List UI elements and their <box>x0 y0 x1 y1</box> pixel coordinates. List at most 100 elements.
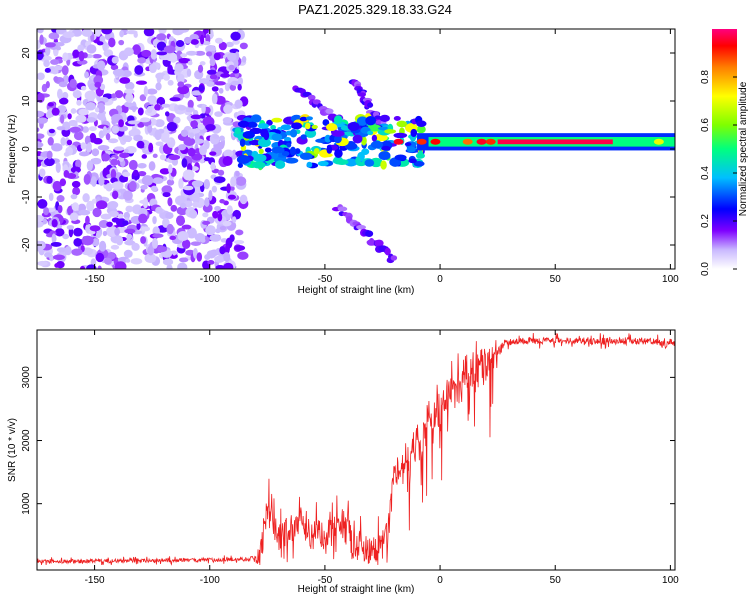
spectrogram-noise-cell <box>237 251 249 260</box>
spectrogram-transition-cell <box>344 158 358 167</box>
spectrogram-branch-cell <box>312 99 321 105</box>
colorbar-tick-label: 0.8 <box>700 70 711 84</box>
spectrogram-noise-cell <box>75 114 87 123</box>
spectrogram-noise-cell <box>202 220 211 225</box>
spectrogram-noise-cell <box>199 145 207 156</box>
spectrogram-noise-cell <box>156 51 168 56</box>
snr-x-label: Height of straight line (km) <box>298 584 415 595</box>
spectrogram-noise-cell <box>71 248 83 256</box>
spectrogram-transition-cell <box>364 159 375 167</box>
spectrogram-transition-cell <box>289 146 297 156</box>
spectrogram-noise-cell <box>125 258 131 263</box>
spectrogram-hotspot <box>416 138 427 145</box>
spectrogram-noise-cell <box>203 157 212 162</box>
spectrogram-noise-cell <box>111 125 120 134</box>
spectrogram-noise-cell <box>80 142 87 150</box>
spectrogram-noise-cell <box>118 39 125 46</box>
spectrogram-noise-cell <box>95 200 108 210</box>
spectrogram-noise-cell <box>166 121 178 132</box>
spectrogram-noise-cell <box>96 41 104 46</box>
spectrogram-noise-cell <box>239 42 248 50</box>
spectrogram-noise-cell <box>44 42 56 48</box>
spectrogram-noise-cell <box>182 185 194 191</box>
x-tick-label: -100 <box>200 575 220 586</box>
spectrogram-transition-cell <box>285 142 292 148</box>
spectrogram-transition-cell <box>365 115 377 126</box>
spectrogram-noise-cell <box>143 85 148 97</box>
spectrogram-noise-cell <box>125 205 134 213</box>
spectrogram-noise-cell <box>112 190 119 200</box>
spectrogram-noise-cell <box>67 205 74 216</box>
spectrogram-transition-cell <box>374 133 388 142</box>
spectrogram-noise-cell <box>194 50 206 56</box>
spectrogram-noise-cell <box>148 161 156 171</box>
spectrogram-noise-cell <box>114 90 124 99</box>
spectrogram-noise-cell <box>130 258 143 265</box>
spectrogram-noise-cell <box>206 81 215 87</box>
spectrogram-noise-cell <box>108 210 119 217</box>
x-tick-label: -50 <box>318 575 333 586</box>
spectrogram-noise-cell <box>81 126 89 133</box>
spectrogram-transition-cell <box>264 147 272 153</box>
spectrogram-noise-cell <box>197 123 205 130</box>
spectrogram-noise-cell <box>81 235 94 246</box>
spectrogram-noise-cell <box>90 157 102 165</box>
y-tick-label: 1000 <box>21 492 32 515</box>
spectrogram-transition-cell <box>370 140 384 149</box>
spectrogram-noise-cell <box>225 41 234 48</box>
spectrogram-noise-cell <box>209 74 218 80</box>
spectrogram-noise-cell <box>71 180 81 188</box>
spectrogram-noise-cell <box>144 253 157 263</box>
spectrogram-transition-cell <box>379 114 390 122</box>
spectrogram-noise-cell <box>52 180 62 192</box>
spectrogram-noise-cell <box>230 31 241 41</box>
colorbar-tick-label: 0.6 <box>700 118 711 132</box>
spectrogram-noise-cell <box>57 204 63 214</box>
spectrogram-noise-cell <box>86 117 97 123</box>
spectrogram-noise-cell <box>97 112 106 121</box>
spectrogram-noise-cell <box>128 106 139 111</box>
spectrogram-noise-cell <box>163 74 170 81</box>
colorbar-tick-label: 0.0 <box>700 262 711 276</box>
spectrogram-noise-cell <box>45 81 50 89</box>
spectrogram-transition-cell <box>334 148 343 158</box>
spectrogram-noise-cell <box>78 151 90 157</box>
spectrogram-noise-cell <box>72 49 81 59</box>
spectrogram-noise-cell <box>222 220 232 227</box>
spectrogram-noise-cell <box>220 73 231 78</box>
spectrogram-noise-cell <box>203 178 210 190</box>
spectrogram-noise-cell <box>86 200 95 212</box>
spectrogram-noise-cell <box>191 90 202 96</box>
spectrogram-noise-cell <box>212 210 219 219</box>
snr-y-label: SNR (10 * v/v) <box>7 418 18 482</box>
spectrogram-noise-cell <box>44 67 51 73</box>
spectrogram-noise-cell <box>170 204 178 212</box>
spectrogram-noise-cell <box>150 49 158 60</box>
spectrogram-noise-cell <box>86 160 94 171</box>
x-tick-label: 100 <box>662 274 679 285</box>
spectrogram-noise-cell <box>205 51 213 57</box>
spectrogram-noise-cell <box>53 76 59 82</box>
spectrogram-noise-cell <box>51 233 57 244</box>
spectrogram-transition-cell <box>281 151 290 157</box>
spectrogram-noise-cell <box>183 137 196 146</box>
spectrogram-branch-cell <box>367 102 374 108</box>
spectrogram-noise-cell <box>98 220 109 229</box>
spectrogram-noise-cell <box>198 85 205 92</box>
spectrogram-noise-cell <box>86 264 97 269</box>
spectrogram-noise-cell <box>173 116 181 124</box>
spectrogram-noise-cell <box>172 250 177 256</box>
spectrogram-noise-cell <box>166 223 174 235</box>
spectrogram-noise-cell <box>50 241 62 247</box>
spectrogram-transition-cell <box>280 124 292 131</box>
spectrogram-noise-cell <box>76 59 88 65</box>
spectrogram-noise-cell <box>102 41 108 52</box>
spectrogram-transition-cell <box>333 115 343 125</box>
spectrogram-noise-cell <box>234 240 245 245</box>
spectrogram-hotspot <box>476 138 487 145</box>
spectrogram-noise-cell <box>59 178 67 187</box>
spectrogram-noise-cell <box>46 150 53 160</box>
spectrogram-noise-cell <box>46 175 53 184</box>
spectrogram-noise-cell <box>138 213 148 224</box>
snr-frame <box>36 329 676 571</box>
